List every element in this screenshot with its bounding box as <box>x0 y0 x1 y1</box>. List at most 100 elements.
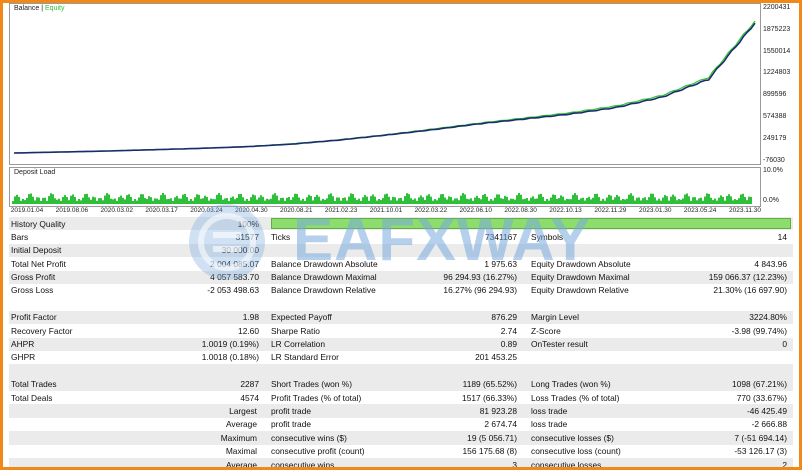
deposit-load-bar <box>652 193 654 204</box>
deposit-load-bar <box>738 198 740 204</box>
report-row: Total Deals 4574 Profit Trades (% of total… <box>9 391 793 404</box>
metric-value: 81 923.28 <box>479 405 517 416</box>
metric-value: 201 453.25 <box>475 352 517 363</box>
x-tick-label: 2022.08.30 <box>504 207 537 214</box>
deposit-load-bar <box>92 196 94 204</box>
deposit-load-bar <box>420 195 422 204</box>
deposit-load-bar <box>392 196 394 204</box>
deposit-load-bar <box>270 198 272 204</box>
deposit-load-bar <box>656 200 658 204</box>
legend-balance: Balance <box>14 5 40 12</box>
y-tick-label: 1550014 <box>763 47 791 55</box>
report-row: Total Net Profit 2 004 085.07 Balance Draw… <box>9 257 793 270</box>
metric-value: 1.0018 (0.18%) <box>201 352 259 363</box>
deposit-load-bar <box>262 196 264 204</box>
history-quality-bar <box>271 218 791 229</box>
deposit-load-bar <box>202 198 204 204</box>
deposit-load-bar <box>412 199 414 204</box>
deposit-load-bar <box>146 199 148 204</box>
deposit-load-bar <box>458 200 460 204</box>
x-tick-label: 2019.01.04 <box>10 207 44 214</box>
metric-value: 2 <box>782 459 787 467</box>
deposit-load-bar <box>584 200 586 204</box>
deposit-load-bar <box>180 198 182 204</box>
metric-value: 14 <box>777 231 787 242</box>
deposit-load-bar <box>712 200 714 204</box>
y-tick-label: 249179 <box>763 134 787 142</box>
deposit-load-bar <box>626 198 628 204</box>
deposit-load-bar <box>338 197 340 204</box>
metric-label: Equity Drawdown Relative <box>531 285 629 296</box>
deposit-load-bar <box>54 198 56 204</box>
deposit-load-bar <box>200 198 202 204</box>
deposit-load-bar <box>36 197 38 204</box>
deposit-load-bar <box>694 197 696 204</box>
deposit-load-bar <box>98 198 100 204</box>
deposit-load-bar <box>676 200 678 204</box>
deposit-load-bar <box>170 198 172 204</box>
deposit-load-bar <box>150 197 152 204</box>
deposit-load-bar <box>634 200 636 204</box>
metric-value: 12.60 <box>238 325 259 336</box>
deposit-load-bar <box>410 198 412 204</box>
metric-value: 7 (-51 694.14) <box>734 432 787 443</box>
deposit-load-bar <box>508 200 510 204</box>
deposit-load-bar <box>632 195 634 204</box>
deposit-load-bar <box>628 194 630 204</box>
deposit-load-bar <box>394 197 396 204</box>
deposit-load-bar <box>594 193 596 204</box>
deposit-load-bar <box>112 199 114 204</box>
series-line-equity <box>13 20 756 154</box>
deposit-load-bar <box>48 196 50 204</box>
metric-label: Z-Score <box>531 325 561 336</box>
x-tick-label: 2020.03.24 <box>190 207 223 214</box>
deposit-load-bar <box>746 200 748 204</box>
deposit-load-bar <box>296 193 298 204</box>
deposit-load-bar <box>176 196 178 204</box>
deposit-load-bar <box>574 193 576 204</box>
deposit-load-bar <box>16 194 18 204</box>
deposit-load-bar <box>590 199 592 204</box>
deposit-load-bar <box>272 194 274 204</box>
deposit-load-bar <box>12 201 14 204</box>
deposit-load-bar <box>124 199 126 204</box>
metric-value: 2 674.74 <box>484 419 517 430</box>
deposit-load-bar <box>320 200 322 204</box>
deposit-load-bar <box>322 198 324 204</box>
y-tick-label: 1224803 <box>763 69 791 77</box>
deposit-load-bar <box>556 198 558 204</box>
deposit-load-bar <box>240 193 242 204</box>
deposit-load-bar <box>608 194 610 204</box>
deposit-load-bar <box>748 196 750 204</box>
metric-value: 3 <box>512 459 517 467</box>
deposit-load-bar <box>256 199 258 204</box>
deposit-load-bar <box>130 196 132 204</box>
metric-value: 30 000.00 <box>221 245 259 256</box>
x-tick-label: 2022.11.29 <box>594 207 627 214</box>
deposit-load-bar <box>342 198 344 204</box>
deposit-load-bar <box>126 195 128 204</box>
deposit-load-bar <box>452 200 454 204</box>
stat-kind-label: Average <box>225 459 257 467</box>
deposit-load-bar <box>474 197 476 204</box>
deposit-load-bar <box>612 199 614 204</box>
deposit-load-bar <box>690 200 692 204</box>
deposit-load-bar <box>206 196 208 204</box>
deposit-load-bar <box>442 194 444 204</box>
deposit-load-bar <box>708 193 710 204</box>
deposit-load-bar <box>678 199 680 204</box>
deposit-load-bar <box>72 194 74 204</box>
deposit-load-bar <box>14 196 16 204</box>
x-tick-label: 2023.01.30 <box>638 207 672 214</box>
deposit-load-bar <box>300 200 302 204</box>
deposit-load-bar <box>288 196 290 204</box>
deposit-load-bar <box>250 197 252 204</box>
metric-label: consecutive loss (count) <box>531 446 621 457</box>
deposit-load-bar <box>64 195 66 204</box>
report-row: Average consecutive wins 3 consecutive loss… <box>9 458 793 467</box>
metric-label: loss trade <box>531 419 568 430</box>
x-tick-label: 2022.10.13 <box>549 207 582 214</box>
deposit-load-bar <box>450 197 452 204</box>
deposit-load-bar <box>242 197 244 204</box>
deposit-load-bar <box>44 197 46 204</box>
